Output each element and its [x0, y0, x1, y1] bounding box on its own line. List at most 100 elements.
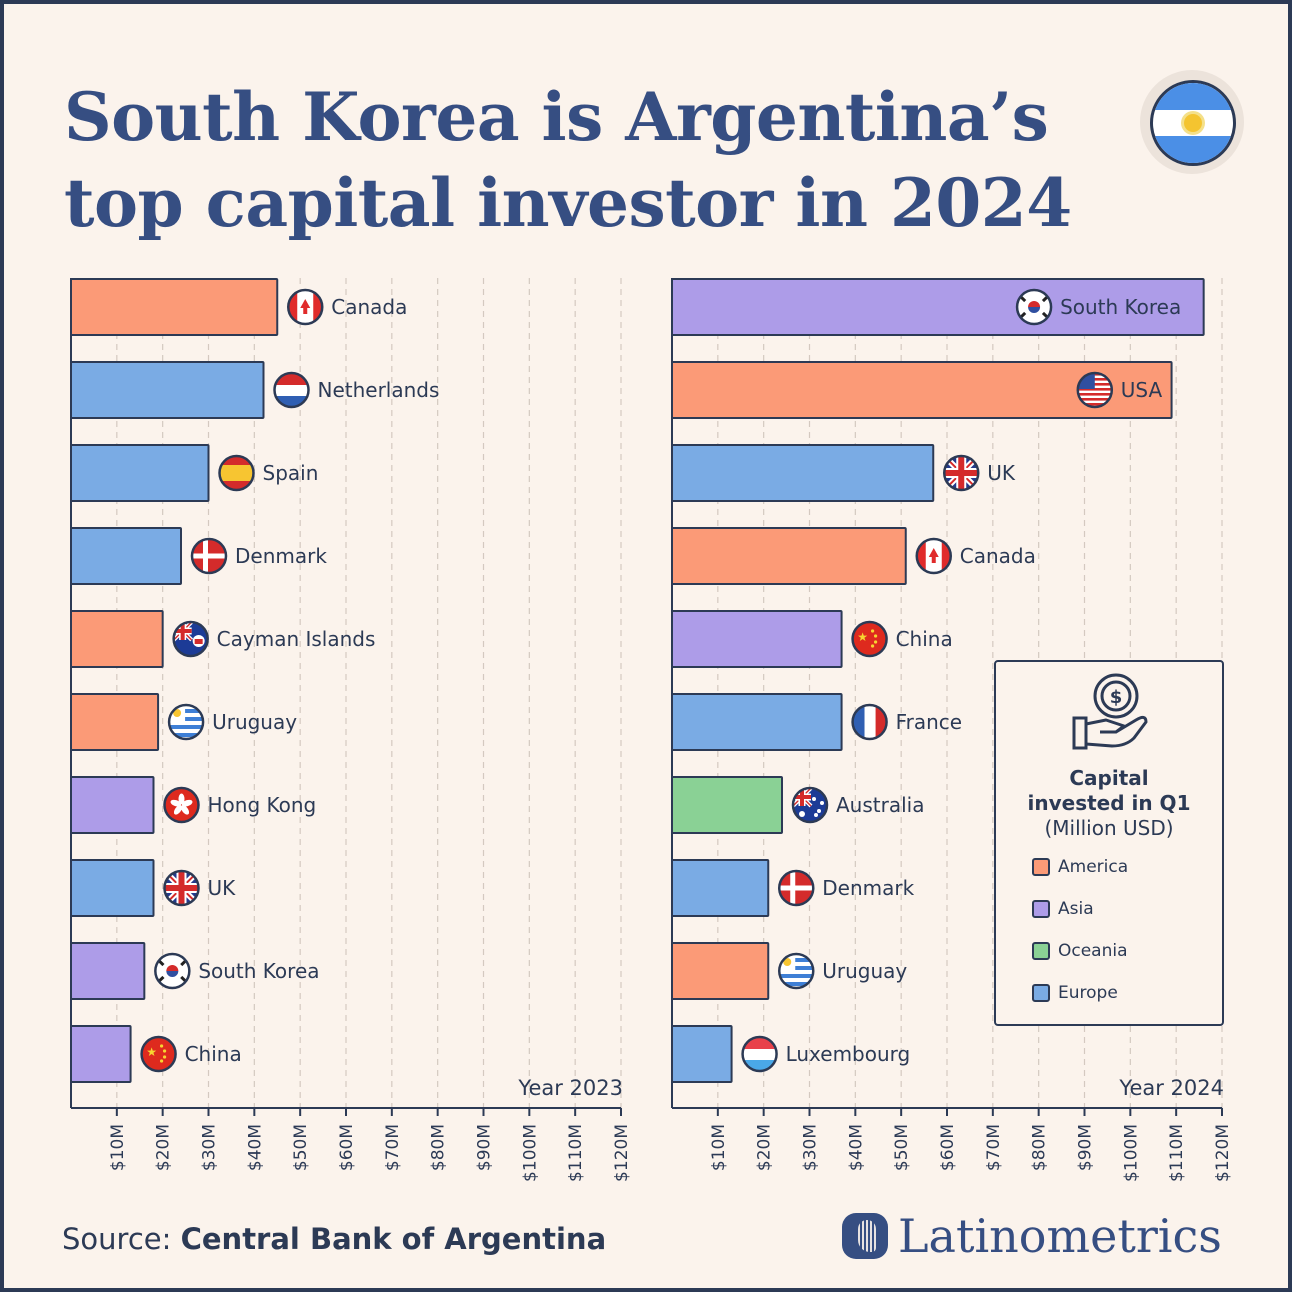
bar-label: UK — [987, 461, 1016, 485]
legend-label: Asia — [1058, 899, 1094, 919]
page-title: South Korea is Argentina’s top capital i… — [64, 74, 1104, 246]
bar — [70, 527, 182, 585]
uk-flag-icon — [943, 454, 980, 492]
x-tick-label: $90M — [475, 1124, 495, 1171]
bar — [70, 361, 265, 419]
legend-swatch — [1032, 984, 1050, 1002]
legend-swatch — [1032, 900, 1050, 918]
canada-flag-icon — [287, 288, 324, 326]
argentina-flag-icon — [1140, 70, 1244, 174]
denmark-flag-icon — [190, 537, 228, 575]
x-tick-label: $120M — [1213, 1124, 1233, 1182]
bar — [671, 693, 843, 751]
bar-label: Spain — [263, 461, 319, 485]
x-tick-label: $50M — [892, 1124, 912, 1171]
bar — [70, 278, 279, 336]
china-flag-icon: ★ — [851, 620, 888, 658]
x-tick-label: $70M — [383, 1124, 403, 1171]
netherlands-flag-icon — [273, 371, 310, 409]
south-korea-flag-icon — [1015, 288, 1053, 326]
x-tick-label: $20M — [154, 1124, 174, 1171]
legend-item-europe: Europe — [1032, 982, 1118, 1004]
legend-swatch — [1032, 858, 1050, 876]
x-tick-label: $30M — [200, 1124, 220, 1171]
bar-label: USA — [1121, 378, 1163, 402]
france-flag-icon — [851, 703, 888, 741]
svg-text:★: ★ — [146, 1045, 157, 1059]
x-tick-label: $80M — [429, 1124, 449, 1171]
denmark-flag-icon — [778, 869, 815, 907]
luxembourg-flag-icon — [741, 1035, 778, 1073]
bar — [70, 776, 155, 834]
x-tick-label: $100M — [520, 1124, 540, 1182]
bar — [671, 942, 770, 1000]
x-tick-label: $30M — [801, 1124, 821, 1171]
x-tick-label: $70M — [984, 1124, 1004, 1171]
x-tick-label: $80M — [1030, 1124, 1050, 1171]
svg-text:★: ★ — [857, 630, 868, 644]
hong-kong-flag-icon — [163, 786, 200, 824]
uruguay-flag-icon — [778, 952, 815, 990]
canada-flag-icon — [915, 537, 952, 575]
x-tick-label: $110M — [1167, 1124, 1187, 1182]
uk-flag-icon — [163, 869, 200, 907]
x-tick-label: $10M — [709, 1124, 729, 1171]
bar — [70, 693, 160, 751]
bar — [671, 527, 907, 585]
bar — [70, 1025, 132, 1083]
bar — [70, 444, 210, 502]
legend-label: Europe — [1058, 983, 1118, 1003]
spain-flag-icon — [218, 454, 255, 492]
bar-label: France — [896, 710, 963, 734]
money-hand-icon: $ — [1072, 673, 1148, 750]
bar — [671, 776, 783, 834]
svg-text:$: $ — [1110, 687, 1123, 708]
legend-item-america: America — [1032, 856, 1128, 878]
bar-label: Luxembourg — [786, 1042, 911, 1066]
legend-label: America — [1058, 857, 1129, 877]
x-tick-label: $100M — [1121, 1124, 1141, 1182]
australia-flag-icon — [791, 786, 829, 824]
china-flag-icon: ★ — [140, 1035, 177, 1073]
cayman-islands-flag-icon — [172, 620, 209, 658]
brand-name: Latinometrics — [898, 1209, 1222, 1263]
bar-label: Cayman Islands — [217, 627, 376, 651]
bar-label: China — [896, 627, 953, 651]
chart-panel-2: South Korea USA UK Canada ★ China France Austra… — [671, 278, 1233, 1182]
bar — [671, 610, 843, 668]
legend-title: Capital invested in Q1 — [1027, 766, 1191, 815]
usa-flag-icon — [1076, 371, 1114, 409]
legend-item-oceania: Oceania — [1032, 940, 1128, 962]
legend: $ Capital invested in Q1 (Million USD) A… — [994, 660, 1224, 1026]
legend-swatch — [1032, 942, 1050, 960]
x-tick-label: $110M — [566, 1124, 586, 1182]
brand-logo: Latinometrics — [842, 1206, 1222, 1266]
bar — [671, 859, 770, 917]
legend-item-asia: Asia — [1032, 898, 1094, 920]
bar-label: Hong Kong — [208, 793, 317, 817]
bar-label: Canada — [331, 295, 407, 319]
year-label: Year 2024 — [1118, 1076, 1224, 1100]
x-tick-label: $10M — [108, 1124, 128, 1171]
x-tick-label: $120M — [612, 1124, 632, 1182]
bar — [671, 1025, 733, 1083]
bar-label: Uruguay — [212, 710, 297, 734]
bar — [70, 859, 155, 917]
bar — [70, 610, 164, 668]
legend-subtitle: (Million USD) — [1044, 816, 1174, 840]
uruguay-flag-icon — [167, 703, 205, 741]
bar-label: Netherlands — [318, 378, 440, 402]
south-korea-flag-icon — [154, 952, 191, 990]
legend-label: Oceania — [1058, 941, 1128, 961]
x-tick-label: $60M — [938, 1124, 958, 1171]
x-tick-label: $40M — [846, 1124, 866, 1171]
bar-label: Australia — [836, 793, 924, 817]
title-line-2: top capital investor in 2024 — [64, 164, 1072, 242]
x-tick-label: $60M — [337, 1124, 357, 1171]
year-label: Year 2023 — [517, 1076, 623, 1100]
bar-label: Denmark — [822, 876, 914, 900]
bar — [671, 444, 935, 502]
bar — [70, 942, 146, 1000]
